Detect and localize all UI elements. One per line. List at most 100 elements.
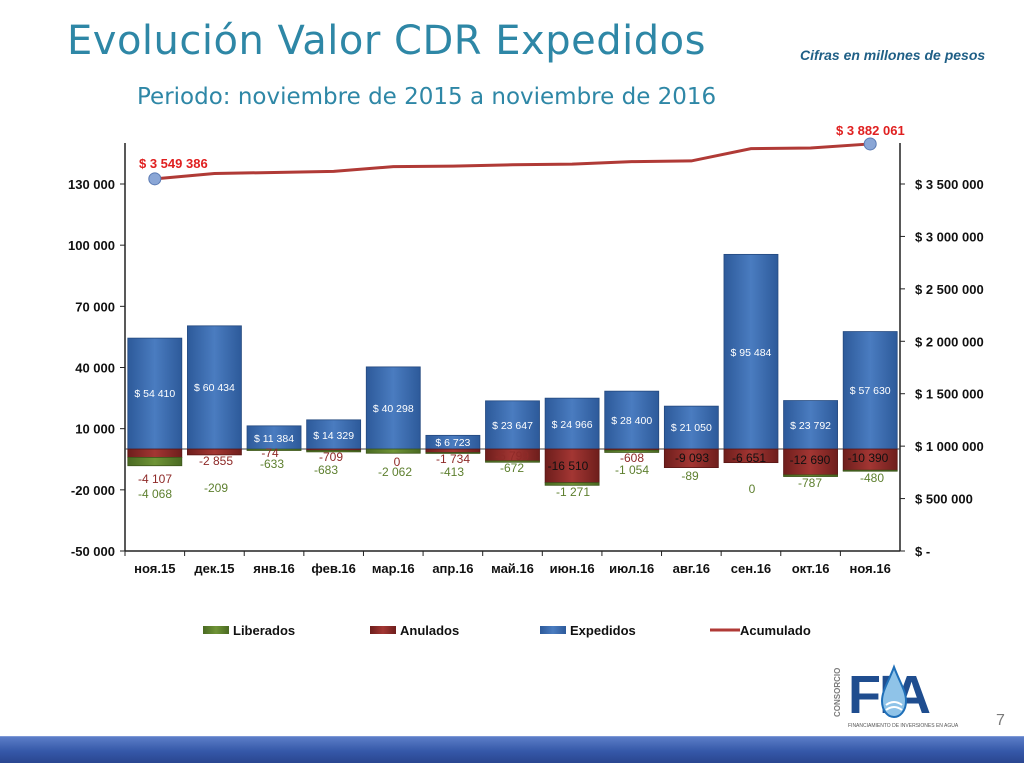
label-expedidos: $ 23 647 [492,420,533,432]
bar-anulados [127,448,183,458]
bar-liberados [842,469,898,472]
y2-tick-label: $ 1 000 000 [915,439,984,454]
label-liberados: -683 [314,463,338,477]
label-expedidos: $ 11 384 [254,433,294,445]
label-liberados: -89 [681,469,699,483]
x-tick-label: фев.16 [311,561,356,576]
label-liberados: -413 [440,465,464,479]
x-tick-label: окт.16 [792,561,830,576]
label-liberados: -633 [260,457,284,471]
y2-tick-label: $ 1 500 000 [915,387,984,402]
y-tick-label: 40 000 [75,361,115,376]
label-liberados: -2 062 [378,465,412,479]
legend-label: Expedidos [570,623,636,638]
label-liberados: -4 068 [138,487,172,501]
bar-expedidos [365,366,421,450]
bars-layer [127,253,898,486]
slide-title: Evolución Valor CDR Expedidos [67,18,706,64]
y-tick-label: -50 000 [71,544,115,559]
label-anulados: -74 [261,446,279,460]
y2-tick-label: $ 2 500 000 [915,282,984,297]
legend-swatch [203,626,229,634]
label-expedidos: $ 6 723 [435,437,470,449]
label-anulados: -9 093 [675,451,709,465]
label-anulados: -709 [319,450,343,464]
y-tick-label: 100 000 [68,238,115,253]
x-tick-label: дек.15 [194,561,234,576]
x-tick-label: ноя.16 [850,561,891,576]
legend: Liberados Anulados Expedidos Acumulado [203,623,811,638]
legend-label: Liberados [233,623,295,638]
label-anulados: -2 855 [199,454,233,468]
x-tick-label: апр.16 [432,561,473,576]
acumulado-marker [863,137,877,151]
footer-bar [0,736,1024,763]
line-layer: $ 3 549 386 $ 3 882 061 [139,123,905,186]
y-tick-label: -20 000 [71,483,115,498]
page-number: 7 [996,712,1005,729]
bar-expedidos [127,337,183,450]
label-anulados: -6 651 [732,451,766,465]
bar-expedidos [723,253,779,450]
bar-expedidos [187,325,242,450]
svg-text:CONSORCIO: CONSORCIO [833,668,842,717]
label-anulados: -12 690 [790,453,831,467]
bar-anulados [783,448,838,476]
label-expedidos: $ 40 298 [373,403,414,415]
label-expedidos: $ 60 434 [194,382,235,394]
slide-subtitle: Periodo: noviembre de 2015 a noviembre d… [137,84,717,110]
bar-expedidos [544,397,600,450]
bar-expedidos [842,331,898,450]
label-expedidos: $ 24 966 [552,419,593,431]
legend-item: Acumulado [710,623,811,638]
x-tick-label: мар.16 [372,561,415,576]
bar-anulados [663,448,719,468]
y-tick-label: 70 000 [75,299,115,314]
x-tick-label: янв.16 [253,561,295,576]
acumulado-marker [148,172,162,186]
label-expedidos: $ 28 400 [611,415,652,427]
label-anulados: 0 [394,455,401,469]
y2-tick-label: $ 500 000 [915,492,973,507]
y2-tick-label: $ 3 000 000 [915,229,984,244]
legend-swatch [370,626,396,634]
x-tick-label: сен.16 [731,561,771,576]
label-liberados: -1 054 [615,463,649,477]
label-anulados: -4 107 [138,472,172,486]
label-liberados: -787 [798,476,822,490]
units-note: Cifras en millones de pesos [800,47,986,63]
legend-item: Liberados [203,623,295,638]
line-acumulado [154,142,871,181]
bar-anulados [187,448,242,456]
label-liberados: -480 [860,471,884,485]
label-liberados: -1 271 [556,485,590,499]
y-tick-label: 10 000 [75,422,115,437]
labels-layer: $ 54 410 $ 60 434 $ 11 384 $ 14 329 $ 40 298… [134,347,890,501]
annotation-end: $ 3 882 061 [836,123,905,138]
x-tick-label: авг.16 [673,561,710,576]
x-tick-label: май.16 [491,561,534,576]
legend-item: Expedidos [540,623,636,638]
label-liberados: 0 [749,482,756,496]
label-expedidos: $ 14 329 [313,430,354,442]
bar-expedidos [604,390,660,450]
svg-text:FINANCIAMIENTO DE INVERSIONES: FINANCIAMIENTO DE INVERSIONES EN AGUA [848,723,959,729]
legend-label: Acumulado [740,623,811,638]
y2-tick-label: $ 3 500 000 [915,177,984,192]
fia-logo: CONSORCIO FIA FINANCIAMIENTO DE INVERSIO… [832,655,962,735]
y2-tick-label: $ - [915,544,930,559]
label-liberados: -209 [204,481,228,495]
bar-liberados [365,448,421,454]
label-liberados: -672 [500,461,524,475]
bar-liberados [127,457,183,467]
label-expedidos: $ 57 630 [850,385,891,397]
bar-expedidos [485,400,540,450]
label-anulados: -5 799 [495,449,529,463]
combo-chart: 130 000 100 000 70 000 40 000 10 000 -20 000 -… [68,123,984,638]
legend-label: Anulados [400,623,459,638]
annotation-start: $ 3 549 386 [139,156,208,171]
bar-liberados [485,460,540,463]
bar-liberados [604,449,660,453]
label-expedidos: $ 21 050 [671,422,712,434]
y2-tick-label: $ 2 000 000 [915,334,984,349]
